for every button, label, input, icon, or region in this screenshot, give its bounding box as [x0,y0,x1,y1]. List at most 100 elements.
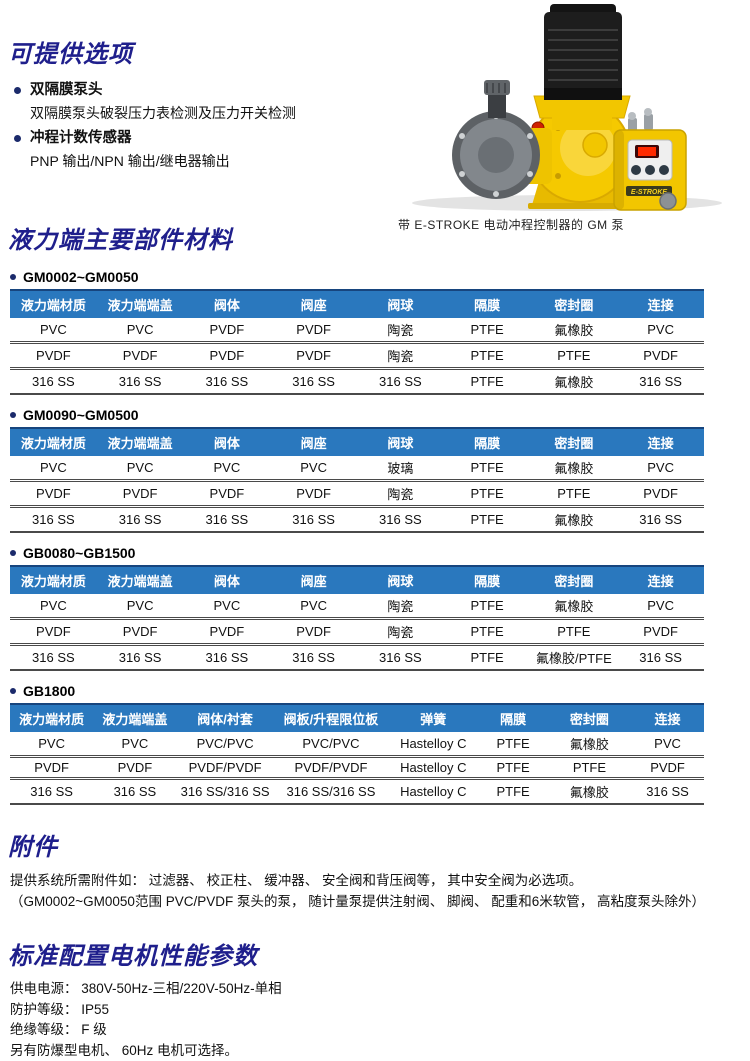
table-header-cell: 阀体/衬套 [177,704,274,732]
table-header-row: 液力端材质液力端端盖阀体阀座阀球隔膜密封圈连接 [10,428,704,456]
spec-line: 另有防爆型电机、 60Hz 电机可选择。 [10,1041,750,1061]
table-cell: PTFE [478,779,547,805]
spec-line: 防护等级： IP55 [10,1000,750,1021]
table-header-cell: 液力端材质 [10,704,93,732]
pump-illustration: E-STROKE [392,0,748,213]
accessories-line: （GM0002~GM0050范围 PVC/PVDF 泵头的泵， 随计量泵提供注射… [10,891,750,912]
table-header-row: 液力端材质液力端端盖阀体/衬套阀板/升程限位板弹簧隔膜密封圈连接 [10,704,704,732]
table-cell: 陶瓷 [357,318,444,343]
table-caption: GB1800 [10,683,750,699]
table-cell: Hastelloy C [388,779,478,805]
table-cell: 316 SS [97,507,184,533]
table-cell: 316 SS [184,369,271,395]
table-cell: Hastelloy C [388,757,478,779]
table-cell: PVC [184,456,271,481]
table-cell: PVDF/PVDF [274,757,389,779]
table-header-cell: 阀板/升程限位板 [274,704,389,732]
table-caption-label: GB1800 [23,683,75,699]
table-cell: 陶瓷 [357,481,444,507]
pump-caption: 带 E-STROKE 电动冲程控制器的 GM 泵 [398,216,748,233]
table-cell: PTFE [531,481,618,507]
table-header-cell: 液力端端盖 [97,290,184,318]
table-header-row: 液力端材质液力端端盖阀体阀座阀球隔膜密封圈连接 [10,566,704,594]
table-cell: PVDF [184,619,271,645]
bullet-icon [10,412,16,418]
table-cell: 316 SS [10,779,93,805]
table-cell: 316 SS [97,369,184,395]
table-cell: 316 SS [357,369,444,395]
table-cell: PVC/PVC [274,732,389,757]
table-cell: PTFE [531,343,618,369]
table-cell: 陶瓷 [357,619,444,645]
table-cell: 316 SS/316 SS [177,779,274,805]
accessories-section-title: 附件 [0,827,750,870]
table-cell: 316 SS [184,645,271,671]
table-cell: PTFE [444,619,531,645]
table-cell: 玻璃 [357,456,444,481]
table-caption: GB0080~GB1500 [10,545,750,561]
table-cell: PVDF [97,481,184,507]
table-cell: PVDF [93,757,176,779]
table-header-cell: 密封圈 [548,704,631,732]
table-header-cell: 液力端材质 [10,290,97,318]
table-cell: 氟橡胶 [531,594,618,619]
table-cell: PTFE [531,619,618,645]
table-cell: 316 SS [270,507,357,533]
table-cell: PVDF [10,481,97,507]
table-header-row: 液力端材质液力端端盖阀体阀座阀球隔膜密封圈连接 [10,290,704,318]
table-cell: PVC/PVC [177,732,274,757]
table-header-cell: 阀座 [270,566,357,594]
table-header-cell: 隔膜 [444,290,531,318]
table-header-cell: 弹簧 [388,704,478,732]
table-cell: PVC [617,456,704,481]
motor-section: 标准配置电机性能参数 供电电源： 380V-50Hz-三相/220V-50Hz-… [0,936,750,1061]
table-cell: PVDF [184,318,271,343]
table-cell: PTFE [444,369,531,395]
table-cell: PVC [97,456,184,481]
table-header-cell: 阀球 [357,428,444,456]
table-header-cell: 连接 [617,428,704,456]
table-cell: PVC [631,732,704,757]
accessories-section: 附件 提供系统所需附件如： 过滤器、 校正柱、 缓冲器、 安全阀和背压阀等， 其… [0,827,750,912]
table-cell: 陶瓷 [357,343,444,369]
table-cell: PVDF [270,481,357,507]
table-cell: PVDF [617,343,704,369]
table-cell: PTFE [444,645,531,671]
table-cell: PVDF [10,757,93,779]
table-cell: 316 SS [357,507,444,533]
table-cell: PVC [93,732,176,757]
table-cell: 氟橡胶 [548,779,631,805]
table-caption-label: GM0090~GM0500 [23,407,139,423]
table-header-cell: 液力端材质 [10,566,97,594]
table-cell: 316 SS [93,779,176,805]
table-cell: 316 SS/316 SS [274,779,389,805]
table-cell: PVC [10,318,97,343]
table-header-cell: 液力端端盖 [97,566,184,594]
table-cell: 316 SS [97,645,184,671]
table-caption: GM0002~GM0050 [10,269,750,285]
table-header-cell: 阀体 [184,566,271,594]
table-cell: 316 SS [631,779,704,805]
bullet-icon [10,688,16,694]
table-cell: PVDF/PVDF [177,757,274,779]
table-header-cell: 连接 [617,290,704,318]
table-cell: PTFE [478,757,547,779]
table-header-cell: 阀座 [270,428,357,456]
table-cell: PVC [10,456,97,481]
